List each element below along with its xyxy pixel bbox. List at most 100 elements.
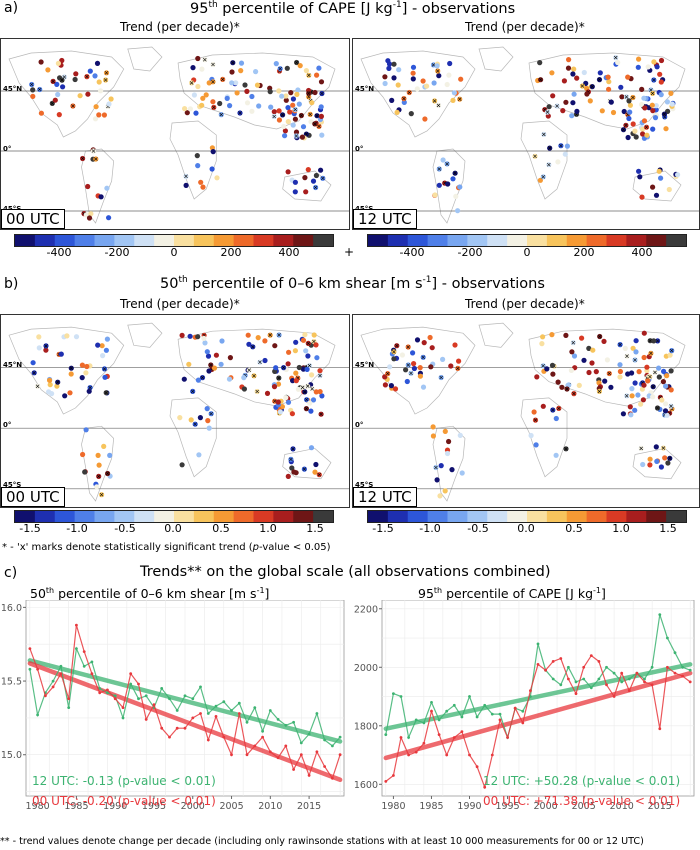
- station-marker: [293, 129, 300, 135]
- station-marker: [60, 84, 66, 90]
- station-marker: [276, 108, 282, 114]
- data-point: [392, 774, 395, 777]
- significance-mark: [190, 389, 195, 394]
- station-marker: [387, 364, 393, 370]
- station-marker: [458, 76, 464, 82]
- station-marker: [285, 105, 291, 111]
- station-marker: [179, 462, 185, 468]
- station-marker: [653, 192, 660, 198]
- station-marker: [276, 117, 282, 123]
- significance-mark: [189, 81, 194, 85]
- significance-mark: [662, 112, 667, 116]
- station-marker: [198, 179, 204, 185]
- station-marker: [201, 335, 207, 341]
- y-tick-label: 15.5: [1, 677, 22, 688]
- colorbar-swatch: [546, 511, 568, 522]
- station-marker: [54, 81, 60, 87]
- station-marker: [630, 345, 636, 351]
- data-point: [574, 692, 578, 695]
- station-marker: [560, 108, 566, 114]
- station-marker: [203, 92, 209, 98]
- colorbar-swatch: [447, 235, 468, 246]
- station-marker: [83, 427, 89, 433]
- significance-mark: [556, 406, 561, 411]
- station-marker: [275, 381, 282, 387]
- colorbar-swatch: [566, 235, 588, 246]
- data-point: [559, 657, 563, 660]
- significance-mark: [55, 380, 60, 385]
- significance-mark: [319, 412, 323, 417]
- x-tick-label: 2000: [181, 801, 205, 812]
- data-point: [214, 704, 218, 708]
- panel-a-colorbar-right: [367, 234, 687, 247]
- station-marker: [47, 377, 53, 383]
- station-marker: [391, 75, 397, 81]
- station-marker: [411, 365, 417, 372]
- station-marker: [574, 75, 580, 81]
- significance-mark: [268, 333, 273, 337]
- station-marker: [408, 111, 414, 117]
- station-marker: [650, 108, 656, 114]
- significance-mark: [37, 87, 42, 92]
- data-point: [551, 677, 555, 681]
- colorbar-tick: 1.0: [259, 522, 277, 535]
- data-point: [199, 712, 202, 715]
- significance-mark: [193, 422, 198, 427]
- significance-mark: [555, 104, 559, 108]
- station-marker: [290, 378, 296, 384]
- data-point: [498, 712, 502, 716]
- station-marker: [226, 376, 233, 382]
- colorbar-swatch: [606, 235, 627, 246]
- significance-mark: [421, 355, 426, 360]
- station-marker: [444, 81, 450, 88]
- colorbar-swatch: [34, 235, 56, 246]
- significance-mark: [313, 185, 318, 190]
- data-point: [460, 730, 464, 733]
- station-marker: [581, 69, 587, 76]
- data-point: [90, 660, 94, 664]
- station-marker: [272, 343, 278, 349]
- station-marker: [302, 175, 308, 181]
- data-point: [399, 736, 403, 739]
- station-marker: [68, 371, 74, 377]
- station-marker: [455, 208, 461, 214]
- station-marker: [317, 389, 323, 395]
- station-marker: [404, 378, 410, 385]
- station-marker: [282, 128, 288, 134]
- station-marker: [30, 87, 36, 93]
- colorbar-swatch: [15, 511, 36, 522]
- data-point: [582, 665, 586, 669]
- station-marker: [568, 367, 574, 373]
- station-marker: [436, 182, 442, 188]
- significance-mark: [407, 90, 412, 95]
- station-marker: [544, 366, 550, 372]
- data-point: [268, 750, 272, 754]
- significance-mark: [103, 78, 108, 82]
- station-marker: [662, 455, 668, 461]
- colorbar-swatch: [134, 511, 155, 522]
- station-marker: [627, 102, 633, 108]
- station-marker: [224, 95, 230, 101]
- data-point: [51, 679, 55, 683]
- data-point: [292, 768, 295, 771]
- significance-mark: [432, 99, 437, 103]
- significance-mark: [306, 91, 311, 96]
- station-marker: [641, 118, 648, 124]
- data-point: [430, 701, 433, 704]
- colorbar-swatch: [507, 511, 528, 522]
- significance-mark: [304, 406, 309, 411]
- station-marker: [540, 403, 546, 409]
- station-marker: [304, 366, 310, 372]
- station-marker: [537, 60, 543, 66]
- data-point: [36, 713, 39, 717]
- significance-mark: [318, 373, 322, 378]
- panel-b-map-00utc: 45°N 0° 45°S 00 UTC: [0, 314, 350, 508]
- data-point: [160, 726, 164, 730]
- station-marker: [98, 88, 104, 94]
- chart-right-annotation-00utc: 00 UTC: +71.38 (p-value < 0.01): [483, 794, 681, 808]
- station-marker: [656, 374, 662, 380]
- data-point: [574, 680, 578, 684]
- station-marker: [550, 93, 556, 99]
- station-marker: [382, 74, 388, 80]
- data-point: [483, 703, 487, 707]
